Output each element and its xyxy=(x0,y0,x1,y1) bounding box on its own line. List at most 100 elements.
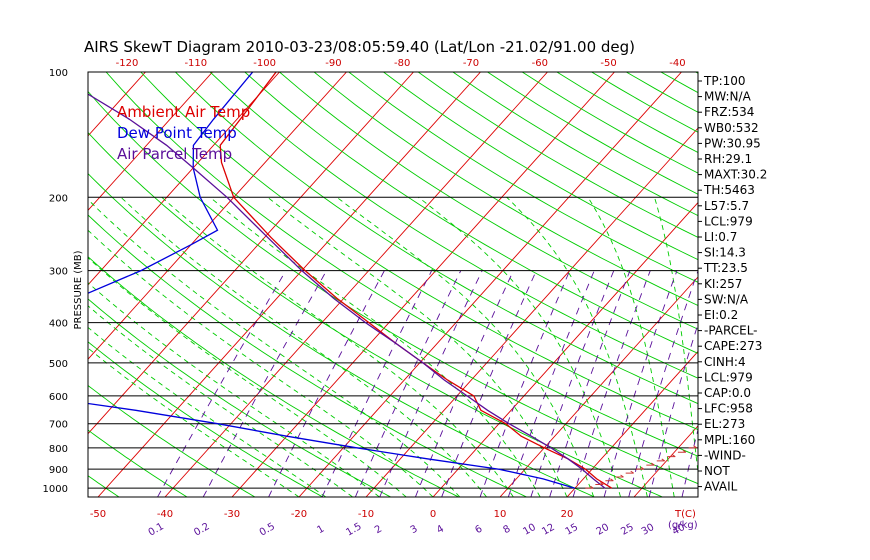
stability-index-item: WB0:532 xyxy=(704,121,759,135)
bottom-temp-tick-label: 10 xyxy=(494,509,507,520)
top-temp-tick-label: -100 xyxy=(253,58,276,69)
mixing-ratio-label: 1.5 xyxy=(344,521,363,538)
pressure-tick-label: 300 xyxy=(49,267,68,278)
stability-index-item: LCL:979 xyxy=(704,370,753,384)
isotherm-line xyxy=(298,72,682,497)
mixing-ratio-label: 10 xyxy=(521,522,538,538)
dry-adiabat-line xyxy=(521,72,698,174)
isotherm-line xyxy=(231,72,615,497)
stability-index-item: AVAIL xyxy=(704,480,738,494)
isotherm-line xyxy=(88,72,347,360)
stability-index-item: KI:257 xyxy=(704,277,742,291)
stability-index-item: TT:23.5 xyxy=(703,261,748,275)
moist-adiabat-line xyxy=(88,198,461,497)
dry-adiabat-line xyxy=(209,72,698,379)
moist-adiabat-line xyxy=(88,326,327,497)
moist-adiabat-line xyxy=(336,196,595,497)
moist-adiabat-line xyxy=(209,196,541,497)
stability-index-item: RH:29.1 xyxy=(704,152,752,166)
moist-adiabat-line xyxy=(161,196,514,497)
wind-barb xyxy=(646,462,655,466)
stability-index-item: L57:5.7 xyxy=(704,199,749,213)
bottom-temp-tick-label: 20 xyxy=(561,509,574,520)
isotherm-line xyxy=(97,72,481,497)
moist-adiabat-line xyxy=(88,347,300,497)
wind-barb xyxy=(595,482,604,486)
mixing-ratio-label: 1 xyxy=(315,523,326,536)
dry-adiabat-line xyxy=(88,384,256,497)
stability-index-item: FRZ:534 xyxy=(704,105,754,119)
stability-index-item: TP:100 xyxy=(703,74,746,88)
wind-barb xyxy=(585,485,594,489)
wind-barb xyxy=(677,449,687,453)
chart-title: AIRS SkewT Diagram 2010-03-23/08:05:59.4… xyxy=(84,38,635,56)
wind-barb xyxy=(605,478,614,482)
bottom-temp-tick-label: -50 xyxy=(90,509,106,520)
mixing-ratio-label: 20 xyxy=(595,522,612,538)
mixing-ratio-line xyxy=(268,270,385,497)
y-axis-label: PRESSURE (MB) xyxy=(73,250,84,329)
bottom-temp-tick-label: -20 xyxy=(291,509,307,520)
dry-adiabat-line xyxy=(244,72,698,354)
pressure-tick-label: 1000 xyxy=(43,484,68,495)
legend-parcel: Air Parcel Temp xyxy=(117,145,232,163)
wind-barb xyxy=(667,454,676,458)
mixing-ratio-line xyxy=(549,270,631,497)
stability-index-item: NOT xyxy=(704,464,730,478)
top-temp-tick-label: -40 xyxy=(669,58,685,69)
mixing-ratio-line xyxy=(648,322,698,497)
dry-adiabat-line xyxy=(88,475,120,497)
pressure-tick-label: 600 xyxy=(49,392,68,403)
top-temp-tick-label: -50 xyxy=(600,58,616,69)
mixing-ratio-line xyxy=(157,270,287,497)
pressure-tick-label: 200 xyxy=(49,193,68,204)
legend-dewpoint: Dew Point Temp xyxy=(117,124,237,142)
ambient-temp-line xyxy=(219,72,613,489)
dry-adiabat-line xyxy=(88,90,698,485)
dry-adiabat-line xyxy=(175,72,698,405)
mixing-ratio-label: 15 xyxy=(564,522,581,538)
legend: Ambient Air Temp Dew Point Temp Air Parc… xyxy=(117,103,250,163)
stability-index-item: LI:0.7 xyxy=(704,230,737,244)
dry-adiabat-line xyxy=(348,72,698,283)
stability-index-item: MW:N/A xyxy=(704,90,752,104)
moist-adiabat-line xyxy=(120,196,487,497)
mixing-ratio-line xyxy=(202,270,327,497)
mixing-ratio-label: 30 xyxy=(640,522,657,538)
dry-adiabat-line xyxy=(88,173,595,497)
dry-adiabat-line xyxy=(105,72,698,457)
isotherm-line xyxy=(88,72,213,212)
stability-index-item: CAP:0.0 xyxy=(704,386,751,400)
stability-index-item: -WIND- xyxy=(704,448,746,462)
stability-index-item: MAXT:30.2 xyxy=(704,168,767,182)
top-temp-tick-label: -70 xyxy=(463,58,479,69)
mixing-ratio-line xyxy=(479,270,571,497)
pressure-tick-label: 500 xyxy=(49,359,68,370)
mixing-ratio-unit-label: (g/kg) xyxy=(668,520,698,531)
dew-point-line xyxy=(88,72,576,489)
mixing-ratio-label: 0.1 xyxy=(147,521,166,538)
stability-index-item: LFC:958 xyxy=(704,402,753,416)
stability-index-item: -PARCEL- xyxy=(704,324,758,338)
stability-index-item: MPL:160 xyxy=(704,433,755,447)
dry-adiabat-line xyxy=(800,72,870,497)
moist-adiabat-line xyxy=(88,282,380,497)
moist-adiabat-line xyxy=(587,197,675,497)
dry-adiabat-line xyxy=(452,72,698,217)
dry-adiabat-line xyxy=(313,72,698,307)
grid-layer xyxy=(88,72,870,497)
moist-adiabat-line xyxy=(88,229,434,497)
pressure-tick-label: 400 xyxy=(49,319,68,330)
mixing-ratio-line xyxy=(414,270,514,497)
wind-barb xyxy=(688,445,697,449)
isotherm-line xyxy=(566,350,698,497)
dry-adiabat-line xyxy=(279,72,698,330)
dry-adiabat-line xyxy=(88,131,663,497)
parcel-temp-line xyxy=(88,93,606,489)
mixing-ratio-label: 8 xyxy=(502,523,513,536)
dry-adiabat-line xyxy=(487,72,698,195)
mixing-ratio-line xyxy=(507,270,595,497)
